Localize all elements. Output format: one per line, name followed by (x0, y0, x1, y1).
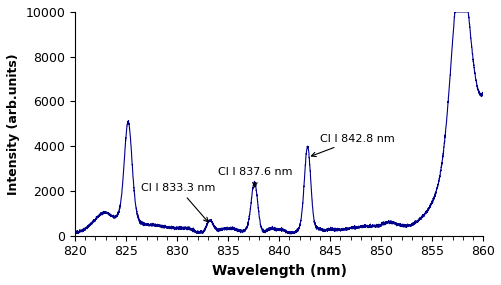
X-axis label: Wavelength (nm): Wavelength (nm) (211, 264, 346, 278)
Text: Cl I 837.6 nm: Cl I 837.6 nm (217, 167, 292, 187)
Text: Cl I 833.3 nm: Cl I 833.3 nm (141, 183, 215, 222)
Text: Cl I 842.8 nm: Cl I 842.8 nm (311, 134, 394, 156)
Y-axis label: Intensity (arb.units): Intensity (arb.units) (7, 53, 20, 195)
